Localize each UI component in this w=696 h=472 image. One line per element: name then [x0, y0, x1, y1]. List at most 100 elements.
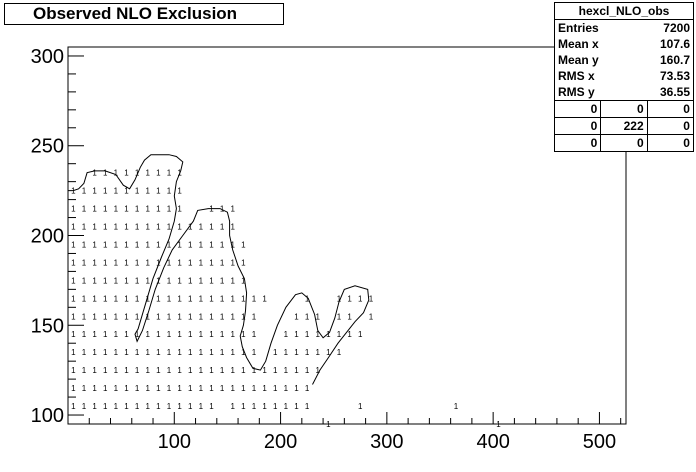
cell-label: 1 [347, 330, 352, 339]
cell-label: 1 [135, 366, 140, 375]
cell-label: 1 [337, 348, 342, 357]
cell-label: 1 [209, 240, 214, 249]
cell-label: 1 [188, 294, 193, 303]
cell-label: 1 [103, 169, 108, 178]
cell-label: 1 [114, 276, 119, 285]
cell-label: 1 [156, 402, 161, 411]
cell-label: 1 [305, 348, 310, 357]
cell-label: 1 [82, 366, 87, 375]
cell-label: 1 [209, 366, 214, 375]
cell-label: 1 [209, 276, 214, 285]
cell-label: 1 [167, 240, 172, 249]
cell-label: 1 [114, 402, 119, 411]
cell-label: 1 [188, 366, 193, 375]
cell-label: 1 [124, 276, 129, 285]
cell-label: 1 [71, 402, 76, 411]
cell-label: 1 [337, 330, 342, 339]
cell-label: 1 [145, 294, 150, 303]
cell-label: 1 [82, 223, 87, 232]
cell-label: 1 [145, 384, 150, 393]
cell-label: 1 [156, 366, 161, 375]
cell-label: 1 [231, 312, 236, 321]
cell-label: 1 [316, 348, 321, 357]
stats-value: 107.6 [659, 37, 690, 51]
cell-label: 1 [92, 402, 97, 411]
cell-label: 1 [124, 205, 129, 214]
cell-label: 1 [209, 223, 214, 232]
cell-label: 1 [262, 366, 267, 375]
cell-label: 1 [103, 366, 108, 375]
cells-layer: 1 1 1 1 1 1 1 1 11 1 1 1 1 1 1 1 1 1 11 1 1 1 1 1 1 1 1 1 1 1 1 11 1 1 1 1 1… [71, 169, 501, 429]
cell-label: 1 [92, 366, 97, 375]
cell-label: 1 [188, 223, 193, 232]
cell-label: 1 [199, 384, 204, 393]
cell-label: 1 [92, 205, 97, 214]
cell-label: 1 [156, 187, 161, 196]
cell-label: 1 [167, 330, 172, 339]
cell-label: 1 [135, 240, 140, 249]
cell-label: 1 [209, 330, 214, 339]
cell-label: 1 [82, 187, 87, 196]
cell-label: 1 [496, 420, 501, 429]
stats-row: Mean y 160.7 [555, 52, 693, 68]
stats-value: 73.53 [659, 69, 690, 83]
cell-label: 1 [103, 330, 108, 339]
cell-label: 1 [167, 258, 172, 267]
cell-label: 1 [209, 402, 214, 411]
cell-label: 1 [231, 348, 236, 357]
cell-label: 1 [316, 330, 321, 339]
overflow-cell: 0 [600, 135, 646, 151]
cell-label: 1 [145, 258, 150, 267]
cell-label: 1 [294, 312, 299, 321]
stats-value: 36.55 [659, 85, 690, 99]
y-tick-label: 200 [31, 226, 64, 248]
cell-label: 1 [252, 312, 257, 321]
y-tick-label: 250 [31, 136, 64, 158]
cell-label: 1 [145, 348, 150, 357]
cell-label: 1 [177, 276, 182, 285]
cell-label: 1 [284, 330, 289, 339]
cell-label: 1 [124, 258, 129, 267]
cell-label: 1 [199, 348, 204, 357]
cell-label: 1 [71, 258, 76, 267]
cell-label: 1 [326, 330, 331, 339]
cell-label: 1 [92, 223, 97, 232]
cell-label: 1 [167, 384, 172, 393]
cell-label: 1 [135, 348, 140, 357]
cell-label: 1 [294, 402, 299, 411]
cell-label: 1 [103, 240, 108, 249]
cell-label: 1 [177, 402, 182, 411]
cell-label: 1 [167, 187, 172, 196]
overflow-cell: 0 [590, 136, 598, 150]
cell-label: 1 [241, 312, 246, 321]
cell-label: 1 [294, 366, 299, 375]
stats-row: RMS y 36.55 [555, 84, 693, 100]
x-tick-label: 200 [264, 431, 297, 453]
cell-label: 1 [145, 330, 150, 339]
cell-label: 1 [71, 366, 76, 375]
cell-label: 1 [284, 384, 289, 393]
cell-label: 1 [92, 240, 97, 249]
overflow-cell: 222 [600, 118, 646, 134]
cell-label: 1 [92, 384, 97, 393]
x-tick-label: 100 [158, 431, 191, 453]
x-tick-label: 400 [476, 431, 509, 453]
cell-label: 1 [199, 294, 204, 303]
cell-label: 1 [114, 205, 119, 214]
stats-row: RMS x 73.53 [555, 68, 693, 84]
cell-label: 1 [135, 402, 140, 411]
cell-label: 1 [220, 223, 225, 232]
cell-label: 1 [231, 223, 236, 232]
cell-label: 1 [114, 384, 119, 393]
cell-label: 1 [177, 294, 182, 303]
cell-label: 1 [103, 223, 108, 232]
cell-label: 1 [103, 402, 108, 411]
cell-label: 1 [103, 258, 108, 267]
cell-label: 1 [252, 330, 257, 339]
exclusion-contour [68, 154, 370, 385]
cell-label: 1 [156, 205, 161, 214]
overflow-cell: 0 [646, 135, 693, 151]
cell-label: 1 [231, 384, 236, 393]
cell-label: 1 [124, 294, 129, 303]
